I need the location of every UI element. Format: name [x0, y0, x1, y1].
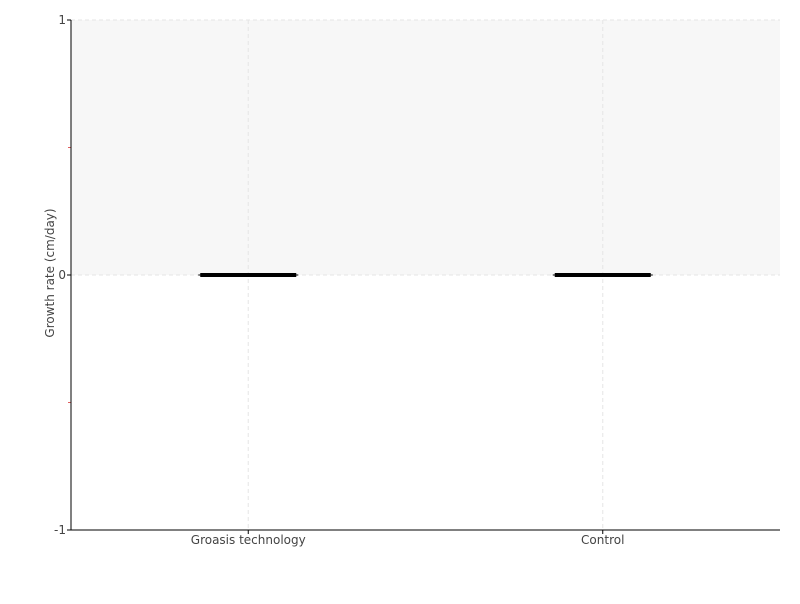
y-tick-label: -1 — [54, 523, 66, 537]
y-tick-label: 1 — [58, 13, 66, 27]
y-axis-label: Growth rate (cm/day) — [43, 208, 57, 337]
x-tick-label: Groasis technology — [191, 533, 306, 547]
shaded-region — [71, 20, 780, 275]
x-tick-label: Control — [581, 533, 624, 547]
y-tick-label: 0 — [58, 268, 66, 282]
